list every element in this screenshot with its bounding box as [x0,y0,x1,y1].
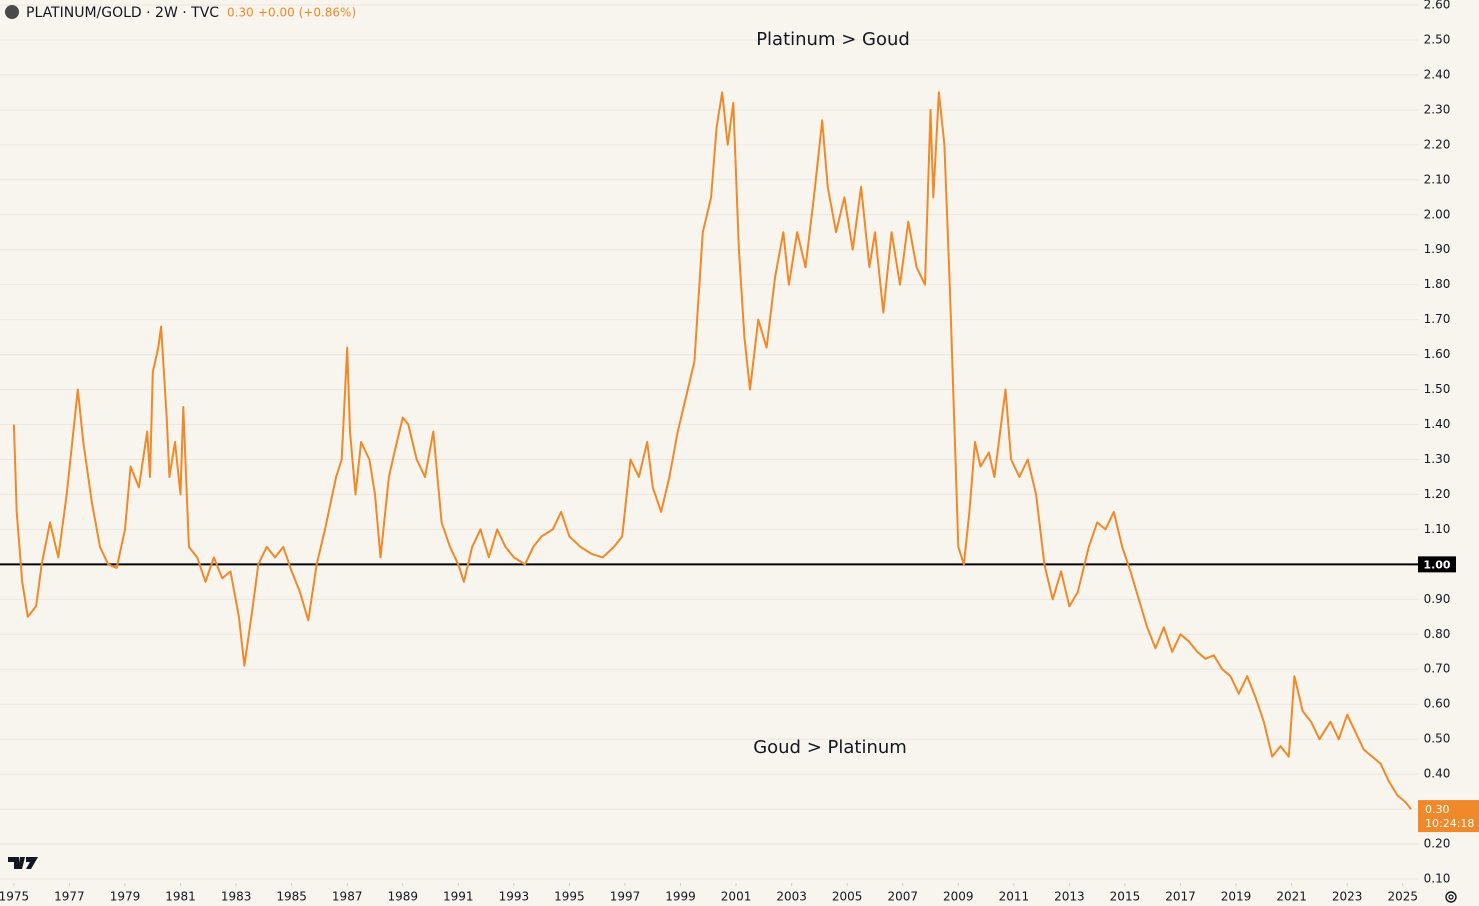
price-line [12,91,1412,810]
y-tick-label: 1.90 [1424,242,1451,256]
logo [8,857,38,869]
y-tick-label: 1.30 [1424,452,1451,466]
x-tick-label: 1997 [610,890,641,904]
x-tick-label: 2013 [1054,890,1085,904]
y-tick-label: 2.40 [1424,67,1451,81]
x-tick-label: 1993 [499,890,530,904]
annotation: Platinum > Goud [756,29,910,50]
x-tick-label: 1975 [0,890,29,904]
x-tick-label: 1977 [54,890,85,904]
x-tick-label: 2003 [776,890,807,904]
symbol: PLATINUM/GOLD · 2W · TVC [26,5,219,21]
y-tick-label: 0.60 [1424,697,1451,711]
x-tick-label: 1987 [332,890,363,904]
last-price: 0.30 [227,6,254,20]
x-tick-label: 1985 [276,890,307,904]
x-tick-label: 2009 [943,890,974,904]
y-tick-label: 1.60 [1424,347,1451,361]
x-tick-label: 1999 [665,890,696,904]
y-tick-label: 0.40 [1424,767,1451,781]
last-label-box [1418,800,1479,833]
y-tick-label: 1.20 [1424,487,1451,501]
reference-label: 1.00 [1423,558,1450,571]
y-tick-label: 2.00 [1424,207,1451,221]
y-tick-label: 2.50 [1424,32,1451,46]
y-tick-label: 0.50 [1424,732,1451,746]
x-tick-label: 2011 [999,890,1030,904]
y-tick-label: 0.10 [1424,872,1451,886]
y-tick-label: 0.70 [1424,662,1451,676]
x-tick-label: 2025 [1387,890,1418,904]
y-tick-label: 0.90 [1424,592,1451,606]
y-tick-label: 2.20 [1424,137,1451,151]
y-tick-label: 2.30 [1424,102,1451,116]
y-tick-label: 1.50 [1424,382,1451,396]
x-tick-label: 1981 [165,890,196,904]
y-tick-label: 1.80 [1424,277,1451,291]
x-tick-label: 2023 [1332,890,1363,904]
y-tick-label: 2.10 [1424,172,1451,186]
x-tick-label: 2019 [1221,890,1252,904]
countdown: 10:24:18 [1425,817,1474,830]
x-tick-label: 1983 [221,890,252,904]
x-tick-label: 2005 [832,890,863,904]
x-tick-label: 2007 [887,890,918,904]
y-tick-label: 1.10 [1424,522,1451,536]
x-tick-label: 2015 [1110,890,1141,904]
y-tick-label: 2.60 [1424,0,1451,12]
annotation: Goud > Platinum [753,737,907,758]
y-tick-label: 0.20 [1424,837,1451,851]
x-tick-label: 2017 [1165,890,1196,904]
y-tick-label: 0.80 [1424,627,1451,641]
header: PLATINUM/GOLD · 2W · TVC 0.30 +0.00 (+0.… [5,5,356,21]
plot-area [0,4,1418,886]
y-tick-label: 1.70 [1424,312,1451,326]
price-change: +0.00 (+0.86%) [258,6,356,20]
x-tick-label: 2021 [1276,890,1307,904]
symbol-icon [5,5,19,19]
settings-icon[interactable] [1445,891,1457,903]
x-tick-label: 1995 [554,890,585,904]
x-tick-label: 1979 [110,890,141,904]
last-label: 0.30 [1425,803,1450,816]
x-tick-label: 1989 [387,890,418,904]
x-tick-label: 2001 [721,890,752,904]
x-tick-label: 1991 [443,890,474,904]
y-tick-label: 1.40 [1424,417,1451,431]
reference-label-box [1418,556,1456,573]
